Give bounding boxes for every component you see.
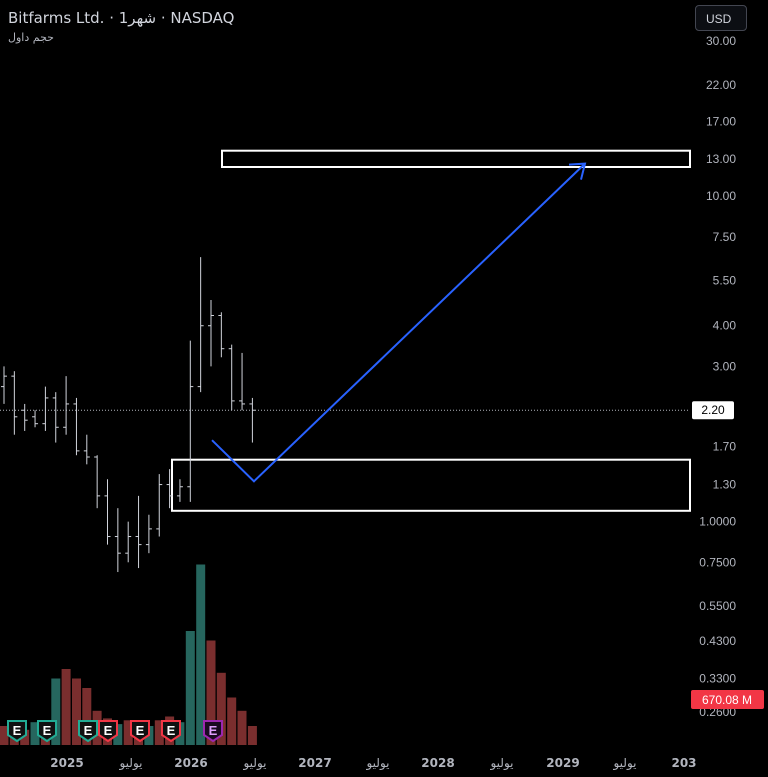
earnings-marker: E <box>203 720 223 743</box>
volume-bar <box>51 678 61 745</box>
ohlc-bar <box>249 397 256 443</box>
y-tick-label: 1.30 <box>713 478 737 492</box>
volume-bar <box>123 720 133 745</box>
earnings-label: E <box>104 723 113 738</box>
ohlc-bar <box>63 376 70 435</box>
earnings-label: E <box>43 723 52 738</box>
ohlc-bar <box>1 366 7 404</box>
ohlc-bar <box>42 386 49 431</box>
y-tick-label: 22.00 <box>706 78 736 92</box>
y-tick-label: 5.50 <box>713 274 737 288</box>
volume-bar <box>30 722 40 745</box>
ohlc-bar <box>166 469 173 509</box>
current-price-label: 2.20 <box>701 403 725 417</box>
volume-bar <box>216 672 226 745</box>
chart-title: Bitfarms Ltd. · 1شهر · NASDAQ <box>8 9 235 27</box>
earnings-label: E <box>13 723 22 738</box>
earnings-marker: E <box>161 720 181 743</box>
y-tick-label: 17.00 <box>706 114 736 128</box>
volume-bar <box>227 697 237 745</box>
earnings-marker: E <box>130 720 150 743</box>
ohlc-bar <box>208 299 214 367</box>
volume-bar <box>154 720 164 745</box>
earnings-label: E <box>167 723 176 738</box>
volume-bar <box>61 669 71 745</box>
earnings-label: E <box>84 723 93 738</box>
ohlc-bar <box>125 521 132 563</box>
volume-bar <box>0 726 9 745</box>
earnings-marker: E <box>78 720 98 743</box>
volume-bar <box>247 726 257 745</box>
y-tick-label: 1.0000 <box>699 515 736 529</box>
ohlc-bar <box>197 257 204 393</box>
y-tick-label: 7.50 <box>713 230 737 244</box>
y-tick-label: 0.4300 <box>699 634 736 648</box>
ohlc-bar <box>114 508 121 573</box>
y-tick-label: 10.00 <box>706 189 736 203</box>
volume-bar <box>237 710 247 745</box>
volume-value-label: 670.08 M <box>702 693 752 707</box>
ohlc-bar <box>218 312 225 358</box>
projection-arrow <box>211 162 586 483</box>
x-tick-label: 2025 <box>50 756 83 770</box>
ohlc-bar <box>156 474 163 537</box>
y-tick-label: 0.5500 <box>699 599 736 613</box>
y-tick-label: 3.00 <box>713 359 737 373</box>
arrow-head <box>568 162 587 180</box>
y-tick-label: 4.00 <box>713 319 737 333</box>
x-tick-label: يوليو <box>489 756 513 771</box>
earnings-marker: E <box>7 720 27 743</box>
ohlc-bar <box>239 352 246 411</box>
y-tick-label: 1.70 <box>713 440 737 454</box>
ohlc-bar <box>187 340 194 502</box>
volume-bar <box>185 631 195 745</box>
ohlc-bar <box>83 434 90 465</box>
x-tick-label: 203 <box>671 756 696 770</box>
support-zone <box>171 458 691 512</box>
currency-button[interactable]: USD <box>695 5 747 31</box>
x-tick-label: يوليو <box>365 756 389 771</box>
x-tick-label: يوليو <box>612 756 636 771</box>
volume-indicator-label: حجم داول <box>8 31 54 44</box>
volume-bar <box>82 688 92 745</box>
x-tick-label: 2029 <box>546 756 579 770</box>
target-zone <box>221 149 691 168</box>
y-tick-label: 30.00 <box>706 34 736 48</box>
volume-bar <box>20 729 30 745</box>
y-tick-label: 0.3300 <box>699 671 736 685</box>
current-price-badge <box>692 401 734 420</box>
earnings-label: E <box>209 723 218 738</box>
ohlc-bar <box>135 495 142 569</box>
ohlc-bar <box>52 392 59 443</box>
ohlc-bar <box>228 344 235 411</box>
ohlc-bar <box>11 371 18 435</box>
earnings-marker: E <box>37 720 57 743</box>
ohlc-bar <box>32 410 39 428</box>
x-tick-label: 2026 <box>174 756 207 770</box>
ohlc-bar <box>104 479 111 545</box>
x-tick-label: 2028 <box>421 756 454 770</box>
earnings-marker: E <box>98 720 118 743</box>
earnings-label: E <box>136 723 145 738</box>
volume-bar <box>196 564 206 745</box>
ohlc-bar <box>176 479 183 502</box>
x-tick-label: يوليو <box>242 756 266 771</box>
x-tick-label: يوليو <box>118 756 142 771</box>
ohlc-bar <box>21 403 28 431</box>
y-tick-label: 0.7500 <box>699 555 736 569</box>
ohlc-bar <box>145 514 152 554</box>
volume-bar <box>72 678 81 745</box>
ohlc-bar <box>73 397 80 456</box>
volume-value-badge <box>691 690 764 709</box>
volume-bar <box>206 640 216 745</box>
y-tick-label: 13.00 <box>706 152 736 166</box>
ohlc-bar <box>94 455 101 509</box>
x-tick-label: 2027 <box>298 756 331 770</box>
